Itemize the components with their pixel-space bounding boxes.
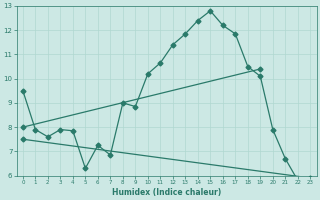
X-axis label: Humidex (Indice chaleur): Humidex (Indice chaleur) (112, 188, 221, 197)
